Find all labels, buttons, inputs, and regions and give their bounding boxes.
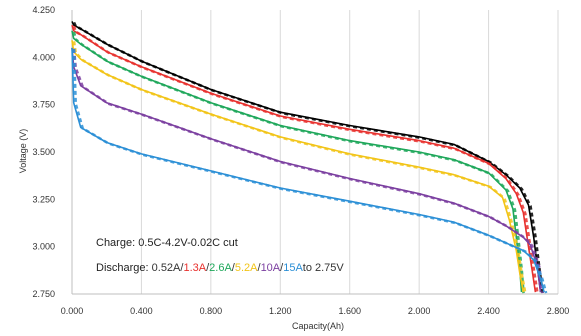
x-tick-label: 2.000 — [408, 306, 431, 316]
discharge-part: 5.2A — [235, 262, 258, 274]
x-axis-title: Capacity(Ah) — [292, 321, 344, 331]
x-tick-label: 2.800 — [547, 306, 570, 316]
discharge-part: / — [180, 262, 184, 274]
series-line-1 — [71, 24, 537, 293]
y-tick-label: 2.750 — [32, 289, 55, 299]
discharge-part: to 2.75V — [303, 262, 345, 274]
discharge-part: / — [280, 262, 284, 274]
series-dashed-3 — [72, 41, 527, 294]
discharge-part: / — [206, 262, 210, 274]
x-tick-labels: 0.000 0.400 0.800 1.200 1.600 2.000 2.400 2.800 — [61, 306, 570, 316]
y-tick-label: 3.000 — [32, 242, 55, 252]
y-axis-title: Voltage (V) — [18, 129, 28, 174]
series-dashed-1 — [72, 25, 539, 294]
discharge-part: 10A — [261, 262, 281, 274]
discharge-part: 2.6A — [209, 262, 232, 274]
y-tick-label: 3.250 — [32, 194, 55, 204]
y-tick-label: 3.500 — [32, 147, 55, 157]
x-tick-label: 2.400 — [477, 306, 500, 316]
x-tick-label: 0.400 — [130, 306, 153, 316]
y-tick-label: 3.750 — [32, 100, 55, 110]
x-tick-label: 1.600 — [338, 306, 361, 316]
y-tick-label: 4.000 — [32, 52, 55, 62]
discharge-part: 1.3A — [183, 262, 206, 274]
discharge-part: 15A — [283, 262, 303, 274]
y-tick-labels: 2.750 3.000 3.250 3.500 3.750 4.000 4.250 — [32, 5, 55, 299]
series-line-3 — [71, 40, 525, 293]
discharge-annotation: Discharge: 0.52A/1.3A/2.6A/5.2A/10A/15At… — [96, 262, 344, 274]
x-tick-label: 0.800 — [200, 306, 223, 316]
discharge-part: 0.52A — [152, 262, 181, 274]
y-tick-label: 4.250 — [32, 5, 55, 15]
charge-annotation: Charge: 0.5C-4.2V-0.02C cut — [96, 237, 238, 249]
series-dashed-2 — [72, 31, 525, 294]
series-dashed-5 — [72, 48, 548, 294]
discharge-prefix: Discharge: — [96, 262, 152, 274]
discharge-part: / — [258, 262, 262, 274]
discharge-part: / — [232, 262, 236, 274]
x-tick-label: 0.000 — [61, 306, 84, 316]
grid — [140, 10, 559, 294]
x-tick-label: 1.200 — [269, 306, 292, 316]
series-group — [71, 21, 548, 294]
series-dashed-4 — [72, 48, 544, 294]
